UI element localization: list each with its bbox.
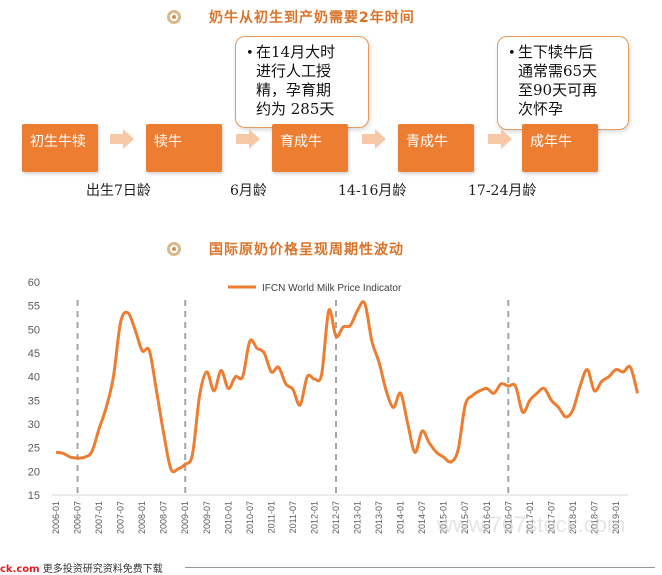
x-tick-label: 2014-01 xyxy=(396,501,406,534)
callout-text: 在14月大时 进行人工授 精，孕育期 约为 285天 xyxy=(256,43,336,118)
age-label: 14-16月龄 xyxy=(338,183,407,199)
y-tick-label: 55 xyxy=(28,301,40,313)
stage-calf: 犊牛 xyxy=(146,124,222,172)
x-tick-label: 2012-01 xyxy=(309,501,319,534)
x-tick-label: 2012-07 xyxy=(331,501,341,534)
y-tick-label: 35 xyxy=(28,395,40,407)
footer-brand: ck.com xyxy=(0,564,40,575)
x-tick-label: 2016-01 xyxy=(482,501,492,534)
x-tick-label: 2013-01 xyxy=(353,501,363,534)
footer-divider xyxy=(185,567,655,568)
section-title-lifecycle: 奶牛从初生到产奶需要2年时间 xyxy=(167,7,415,27)
callout-pregnancy: • 生下犊牛后 通常需65天 至90天可再 次怀孕 xyxy=(497,36,629,130)
age-label: 6月龄 xyxy=(230,183,267,199)
footer-text: 更多投资研究资料免费下载 xyxy=(42,564,163,575)
stage-adult-cow: 成年牛 xyxy=(522,124,598,172)
callout-text: 生下犊牛后 通常需65天 至90天可再 次怀孕 xyxy=(518,43,598,118)
x-tick-label: 2007-01 xyxy=(94,501,104,534)
arrow-right-icon xyxy=(488,129,512,149)
x-tick-label: 2018-07 xyxy=(589,501,599,534)
legend-label: IFCN World Milk Price Indicator xyxy=(262,283,402,294)
arrow-right-icon xyxy=(362,129,386,149)
x-tick-label: 2013-07 xyxy=(374,501,384,534)
y-tick-label: 15 xyxy=(28,490,40,502)
y-tick-label: 20 xyxy=(28,466,40,478)
x-tick-label: 2017-01 xyxy=(525,501,535,534)
arrow-right-icon xyxy=(236,129,260,149)
section-title-price: 国际原奶价格呈现周期性波动 xyxy=(167,239,404,259)
circle-bullet-icon xyxy=(167,242,181,256)
arrow-right-icon xyxy=(110,129,134,149)
x-tick-label: 2010-07 xyxy=(245,501,255,534)
stage-newborn-calf: 初生牛犊 xyxy=(22,124,98,172)
x-tick-label: 2014-07 xyxy=(417,501,427,534)
x-tick-label: 2015-01 xyxy=(439,501,449,534)
age-label: 17-24月龄 xyxy=(468,183,537,199)
age-label: 出生7日龄 xyxy=(86,183,151,199)
milk-price-chart: 15 20 25 30 35 40 45 50 55 60 2006-01 2006-07 2007-0… xyxy=(28,277,639,534)
stage-young-cow: 青成牛 xyxy=(398,124,474,172)
x-tick-label: 2015-07 xyxy=(460,501,470,534)
y-tick-label: 45 xyxy=(28,348,40,360)
series-line xyxy=(55,300,639,474)
x-tick-label: 2016-07 xyxy=(503,501,513,534)
lifecycle-title: 奶牛从初生到产奶需要2年时间 xyxy=(209,10,415,26)
x-tick-label: 2017-07 xyxy=(546,501,556,534)
callout-bullet: • xyxy=(246,46,254,61)
x-tick-label: 2009-01 xyxy=(180,501,190,534)
y-tick-label: 25 xyxy=(28,443,40,455)
x-tick-label: 2018-01 xyxy=(568,501,578,534)
footer-promo: ck.com 更多投资研究资料免费下载 xyxy=(0,560,163,575)
price-title: 国际原奶价格呈现周期性波动 xyxy=(209,242,404,258)
callout-bullet: • xyxy=(508,46,516,61)
stage-heifer: 育成牛 xyxy=(272,124,348,172)
y-tick-label: 60 xyxy=(28,277,40,289)
x-tick-label: 2011-07 xyxy=(288,501,298,533)
x-tick-label: 2007-07 xyxy=(116,501,126,534)
x-tick-label: 2009-07 xyxy=(202,501,212,534)
callout-insemination: • 在14月大时 进行人工授 精，孕育期 约为 285天 xyxy=(235,36,369,128)
x-tick-label: 2006-07 xyxy=(73,501,83,534)
x-tick-label: 2008-07 xyxy=(159,501,169,534)
x-tick-label: 2019-01 xyxy=(611,501,621,534)
x-tick-label: 2011-01 xyxy=(266,501,276,533)
x-tick-label: 2008-01 xyxy=(137,501,147,534)
circle-bullet-icon xyxy=(167,10,181,24)
x-tick-label: 2006-01 xyxy=(51,501,61,534)
y-tick-label: 50 xyxy=(28,324,40,336)
y-tick-label: 40 xyxy=(28,372,40,384)
y-tick-label: 30 xyxy=(28,419,40,431)
x-tick-label: 2010-01 xyxy=(223,501,233,534)
